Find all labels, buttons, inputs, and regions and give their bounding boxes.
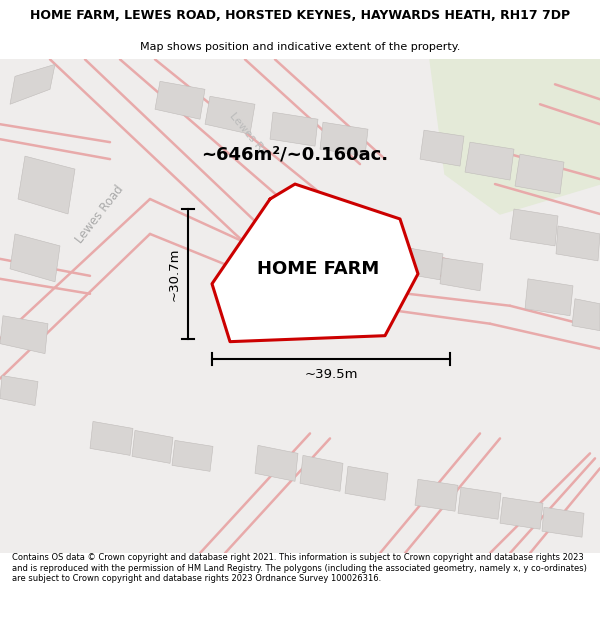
Polygon shape bbox=[0, 316, 48, 354]
Text: ~39.5m: ~39.5m bbox=[304, 368, 358, 381]
Polygon shape bbox=[18, 156, 75, 214]
Text: ~30.7m: ~30.7m bbox=[167, 247, 181, 301]
Polygon shape bbox=[10, 64, 55, 104]
Text: HOME FARM, LEWES ROAD, HORSTED KEYNES, HAYWARDS HEATH, RH17 7DP: HOME FARM, LEWES ROAD, HORSTED KEYNES, H… bbox=[30, 9, 570, 22]
Text: Contains OS data © Crown copyright and database right 2021. This information is : Contains OS data © Crown copyright and d… bbox=[12, 553, 587, 583]
Polygon shape bbox=[90, 421, 133, 456]
Polygon shape bbox=[572, 299, 600, 331]
Polygon shape bbox=[525, 279, 573, 316]
Polygon shape bbox=[465, 142, 514, 180]
Polygon shape bbox=[132, 431, 173, 463]
Polygon shape bbox=[430, 59, 600, 214]
Polygon shape bbox=[415, 479, 458, 511]
Polygon shape bbox=[420, 130, 464, 166]
Polygon shape bbox=[205, 96, 255, 134]
Text: Map shows position and indicative extent of the property.: Map shows position and indicative extent… bbox=[140, 42, 460, 52]
Text: ~646m²/~0.160ac.: ~646m²/~0.160ac. bbox=[202, 145, 389, 163]
Polygon shape bbox=[270, 112, 318, 146]
Polygon shape bbox=[542, 508, 584, 537]
Polygon shape bbox=[320, 122, 368, 156]
Polygon shape bbox=[0, 59, 600, 553]
Polygon shape bbox=[500, 498, 543, 529]
Polygon shape bbox=[556, 226, 600, 261]
Text: HOME FARM: HOME FARM bbox=[257, 260, 379, 278]
Polygon shape bbox=[255, 446, 298, 481]
Polygon shape bbox=[10, 234, 60, 282]
Polygon shape bbox=[345, 466, 388, 500]
Polygon shape bbox=[172, 441, 213, 471]
Polygon shape bbox=[0, 376, 38, 406]
Polygon shape bbox=[212, 184, 418, 342]
Polygon shape bbox=[300, 456, 343, 491]
Polygon shape bbox=[510, 209, 558, 246]
Polygon shape bbox=[155, 81, 205, 119]
Text: Lewes Road: Lewes Road bbox=[73, 182, 127, 246]
Polygon shape bbox=[440, 258, 483, 291]
Polygon shape bbox=[515, 154, 564, 194]
Polygon shape bbox=[458, 488, 501, 519]
Polygon shape bbox=[405, 248, 443, 280]
Text: Lewes Rd: Lewes Rd bbox=[227, 111, 269, 158]
